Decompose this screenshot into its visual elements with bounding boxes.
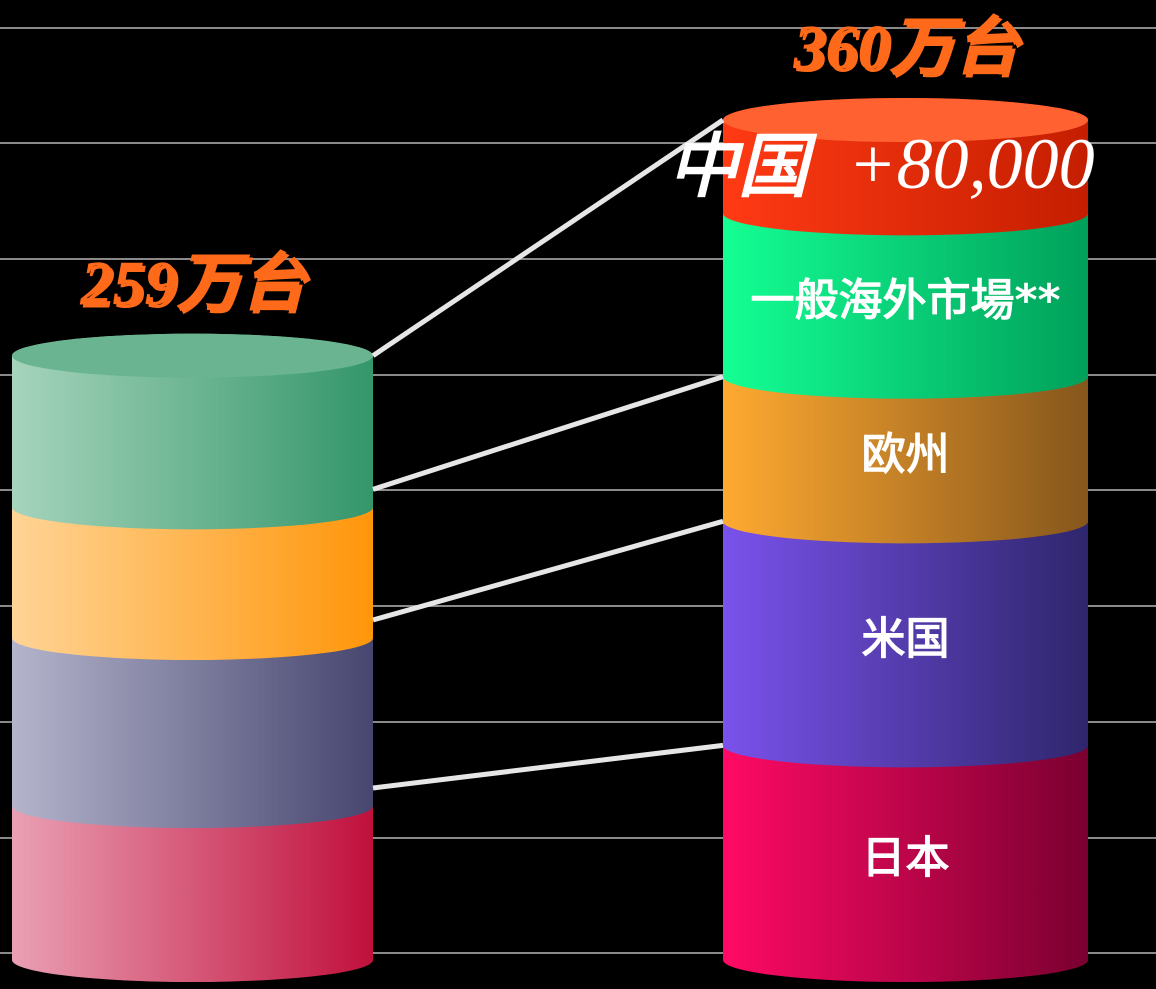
total-label: 259万台	[80, 247, 309, 318]
cylinder-segment	[723, 499, 1089, 768]
cylinder-segment	[12, 784, 373, 982]
cylinder-segment	[12, 333, 373, 530]
segment-label: 一般海外市場**	[750, 275, 1060, 326]
cylinder-top	[12, 333, 373, 378]
segment-label: 日本	[862, 833, 950, 884]
connector	[372, 518, 724, 623]
total-label: 360万台	[793, 12, 1022, 83]
connector	[372, 374, 724, 492]
cylinder-top	[723, 98, 1088, 142]
connector	[371, 117, 725, 358]
segment-label: 欧州	[862, 429, 950, 480]
total-label: 360万台	[796, 15, 1025, 86]
total-label: 259万台	[83, 250, 312, 321]
annotation: +80,000	[848, 124, 1095, 204]
cylinder-segment	[12, 616, 373, 828]
cylinder-segment	[12, 485, 373, 660]
cylinder-segment	[723, 191, 1089, 399]
cylinder-segment	[723, 723, 1089, 982]
segment-label: 中国	[668, 126, 818, 208]
segment-label: 米国	[862, 613, 950, 664]
connector	[372, 742, 724, 791]
cylinder-segment	[723, 354, 1089, 544]
